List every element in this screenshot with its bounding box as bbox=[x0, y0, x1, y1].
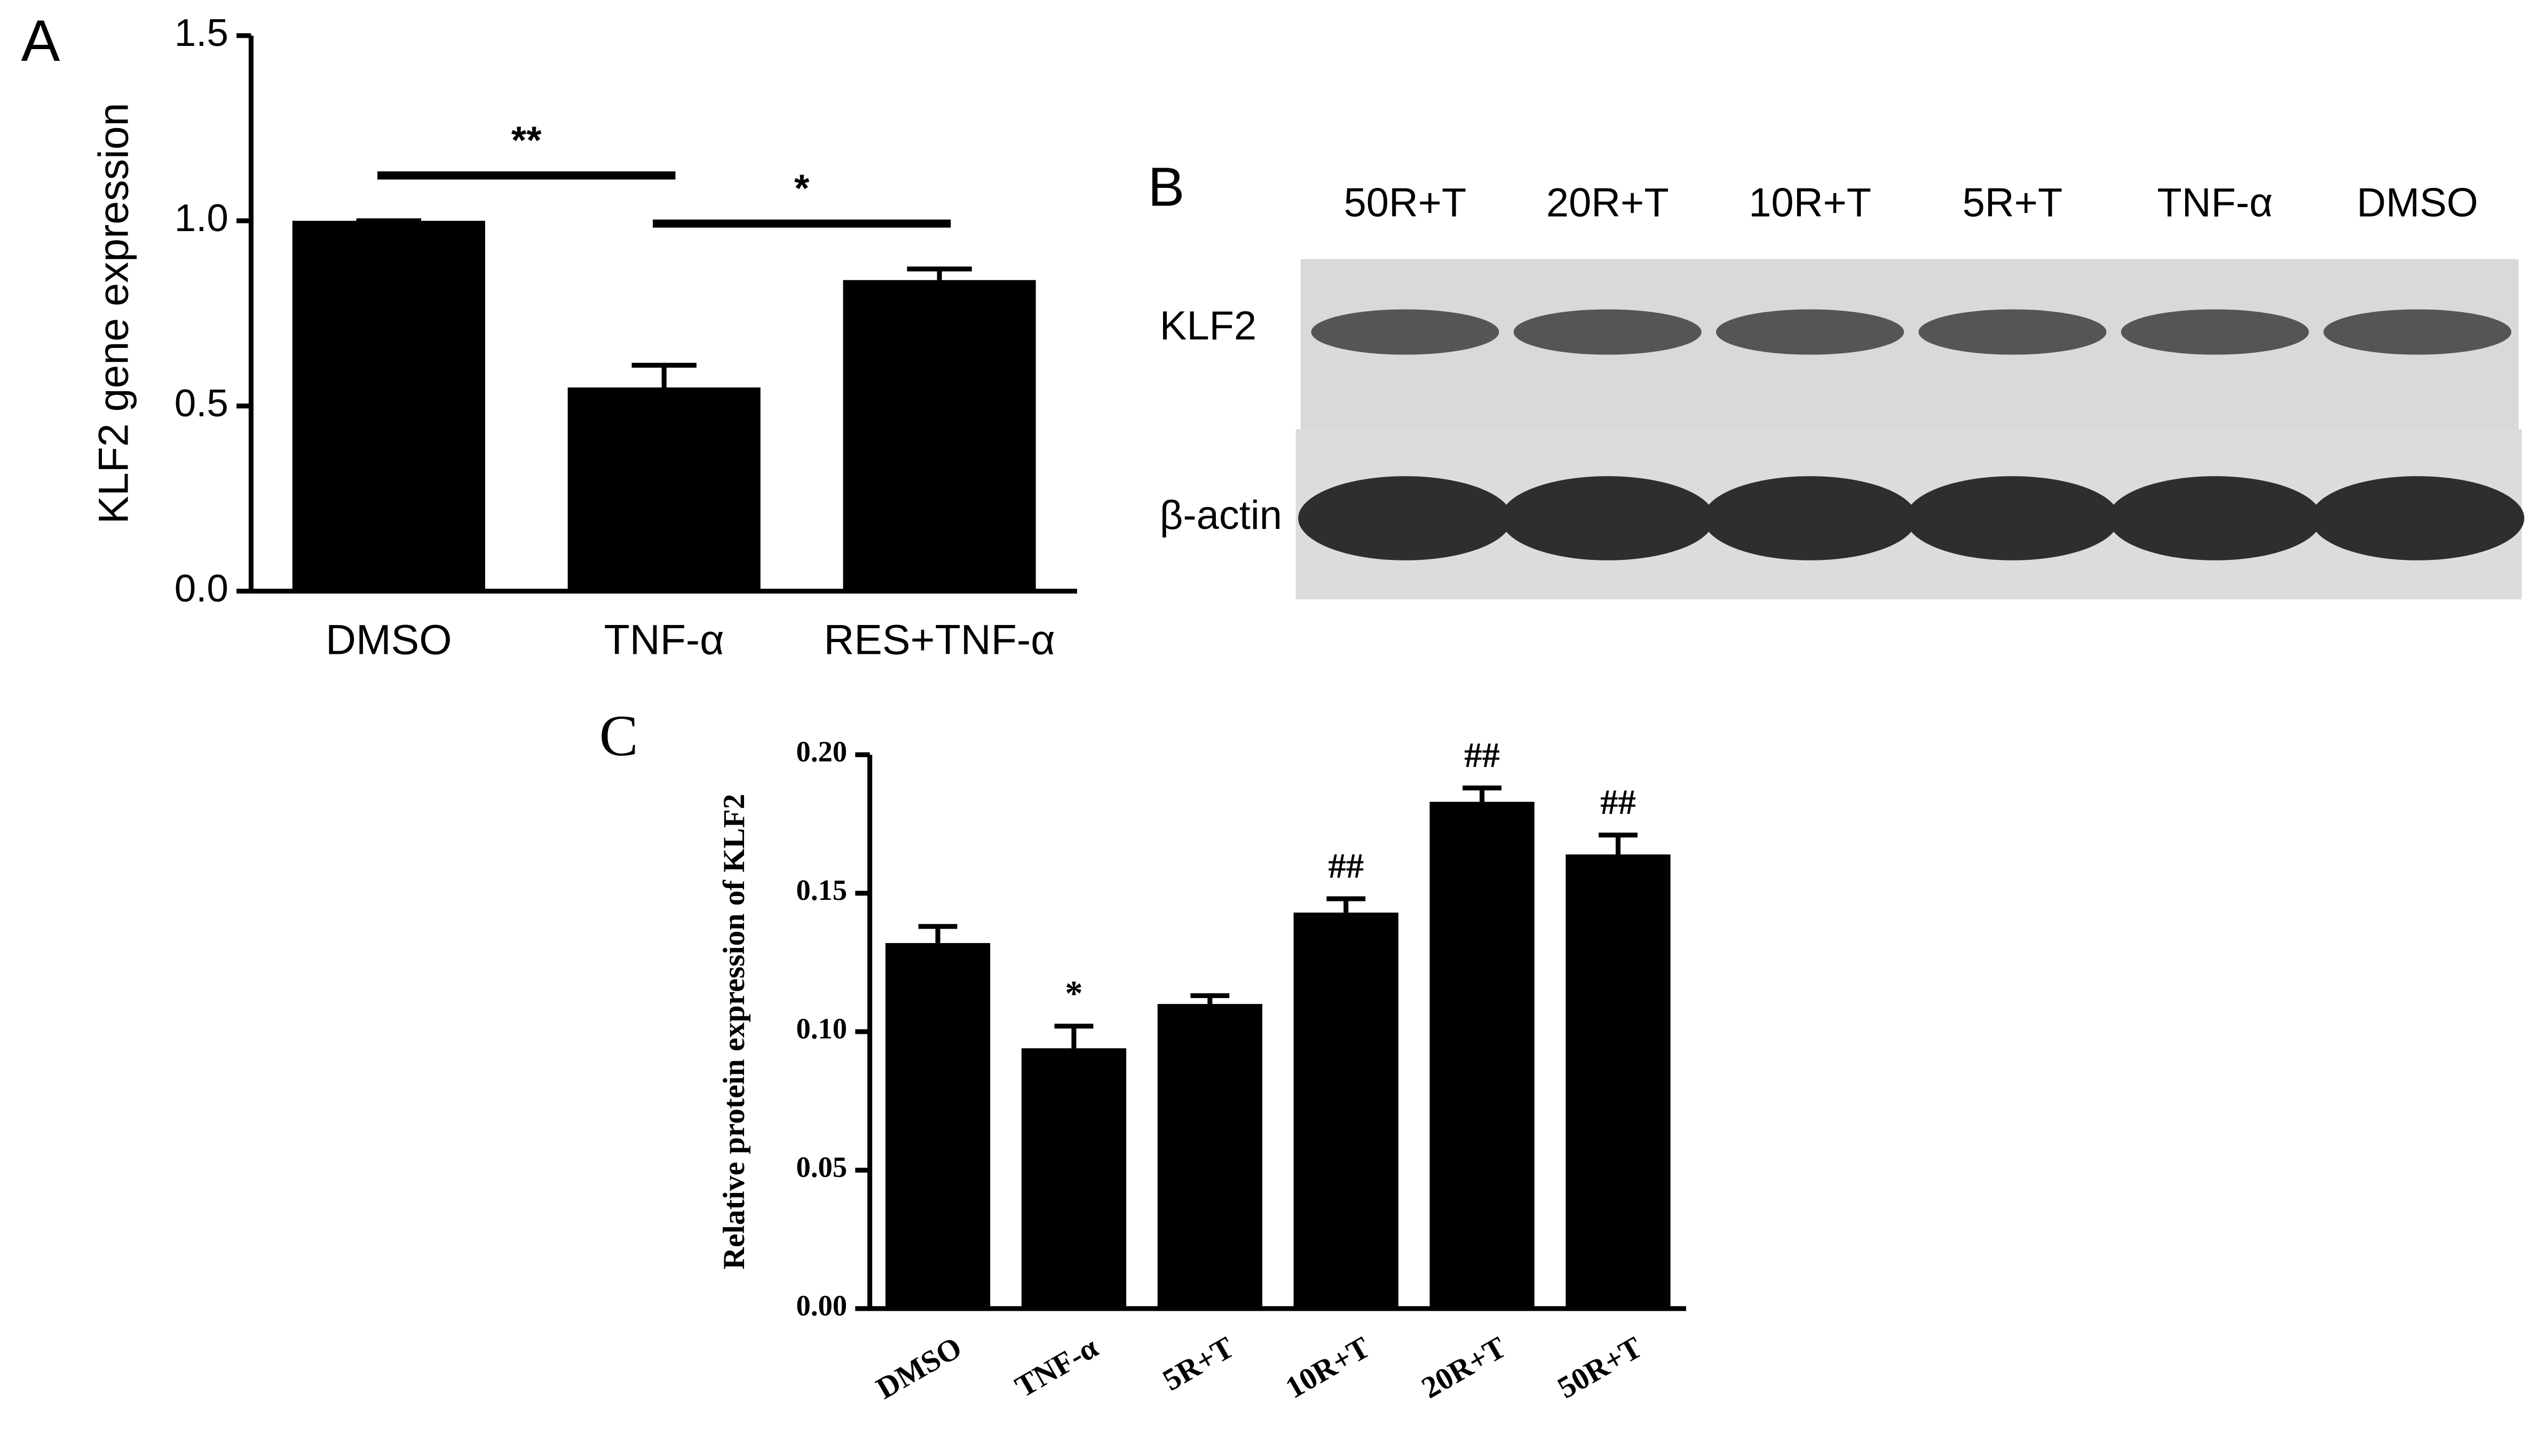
blot-band bbox=[1513, 309, 1702, 355]
lane-label: 10R+T bbox=[1749, 180, 1871, 225]
y-tick-label: 0.5 bbox=[175, 382, 228, 425]
error-bar bbox=[1190, 993, 1230, 1004]
bar bbox=[1429, 802, 1535, 1309]
lane-label: 50R+T bbox=[1344, 180, 1467, 225]
blot-band bbox=[2121, 309, 2309, 355]
lane-label: TNF-α bbox=[2157, 180, 2273, 225]
error-bar bbox=[1599, 832, 1638, 854]
y-tick-label: 0.10 bbox=[796, 1012, 848, 1044]
row-label: KLF2 bbox=[1160, 303, 1256, 349]
significance-label: * bbox=[1065, 974, 1082, 1013]
blot-band bbox=[1703, 476, 1917, 560]
blot-band bbox=[1311, 309, 1499, 355]
x-tick-label: TNF-α bbox=[604, 616, 724, 663]
lane-label: 5R+T bbox=[1963, 180, 2063, 225]
bar bbox=[1566, 854, 1671, 1309]
lane-label: 20R+T bbox=[1546, 180, 1669, 225]
y-tick-label: 0.15 bbox=[796, 874, 848, 906]
error-bar bbox=[918, 924, 958, 943]
error-bar bbox=[1054, 1024, 1094, 1049]
blot-strip bbox=[1300, 259, 2519, 430]
error-bar bbox=[1326, 896, 1366, 913]
comparison-label: ** bbox=[511, 118, 542, 162]
panel-label: C bbox=[599, 703, 638, 768]
blot-band bbox=[2323, 309, 2512, 355]
error-bar bbox=[631, 362, 697, 387]
y-tick-label: 0.20 bbox=[796, 735, 848, 768]
blot-band bbox=[1716, 309, 1904, 355]
significance-label: ## bbox=[1600, 783, 1636, 822]
bar bbox=[292, 220, 485, 591]
comparison-label: * bbox=[794, 167, 810, 210]
x-tick-label: DMSO bbox=[326, 616, 452, 663]
blot-band bbox=[1500, 476, 1715, 560]
row-label: β-actin bbox=[1160, 493, 1282, 538]
y-axis-label: KLF2 gene expression bbox=[90, 103, 137, 524]
chart-panel: A KLF2 gene expression 0.0 0.5 1.0 1.5 DMSO TNF… bbox=[21, 9, 1077, 663]
bar bbox=[885, 943, 991, 1309]
blot-band bbox=[1298, 476, 1512, 560]
bar bbox=[567, 387, 761, 591]
bar bbox=[1157, 1004, 1262, 1309]
y-axis-label: Relative protein expression of KLF2 bbox=[717, 794, 751, 1269]
lane-label: DMSO bbox=[2357, 180, 2478, 225]
bar bbox=[1293, 912, 1398, 1309]
blot-band bbox=[1918, 309, 2107, 355]
error-bar bbox=[907, 266, 972, 280]
y-tick-label: 1.5 bbox=[175, 11, 228, 54]
bar bbox=[843, 280, 1036, 591]
significance-label: ## bbox=[1464, 736, 1500, 775]
x-tick-label: RES+TNF-α bbox=[824, 616, 1055, 663]
bar bbox=[1021, 1048, 1127, 1309]
blot-band bbox=[2108, 476, 2322, 560]
blot-panel: B 50R+T 20R+T 10R+T 5R+T TNF-α DMSO KLF2 β-actin bbox=[1148, 156, 2525, 560]
blot-band bbox=[2310, 476, 2525, 560]
y-tick-label: 1.0 bbox=[175, 196, 228, 240]
y-tick-label: 0.0 bbox=[175, 567, 228, 610]
blot-band bbox=[1906, 476, 2120, 560]
y-tick-label: 0.00 bbox=[796, 1289, 848, 1322]
y-tick-label: 0.05 bbox=[796, 1151, 848, 1183]
error-bar bbox=[1462, 785, 1502, 802]
panel-label: B bbox=[1148, 156, 1184, 217]
significance-label: ## bbox=[1328, 847, 1364, 886]
panel-label: A bbox=[21, 9, 60, 74]
